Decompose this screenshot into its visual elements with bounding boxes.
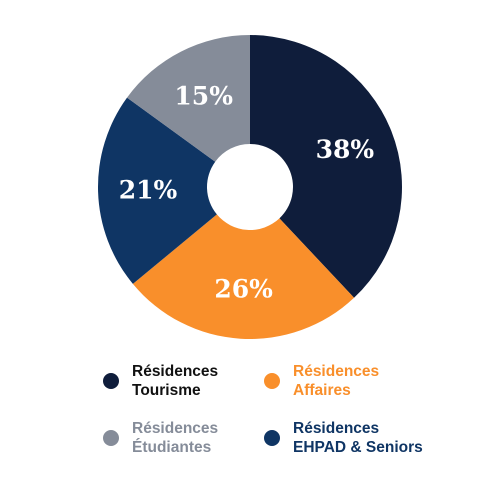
donut-slices [98,34,403,340]
slice-label-residences-tourisme: 38% [316,135,375,164]
slice-residences-etudiantes [127,34,250,162]
donut-slice-labels: 38% 26% 21% 15% [119,82,375,304]
slice-residences-affaires [132,214,355,340]
slice-residences-ehpad-and-seniors [98,97,217,284]
slice-label-residences-etudiantes: 15% [174,82,233,111]
slice-label-residences-ehpad-and-seniors: 21% [119,176,178,205]
slice-label-residences-affaires: 26% [214,274,273,303]
slice-residences-tourisme [250,35,403,298]
